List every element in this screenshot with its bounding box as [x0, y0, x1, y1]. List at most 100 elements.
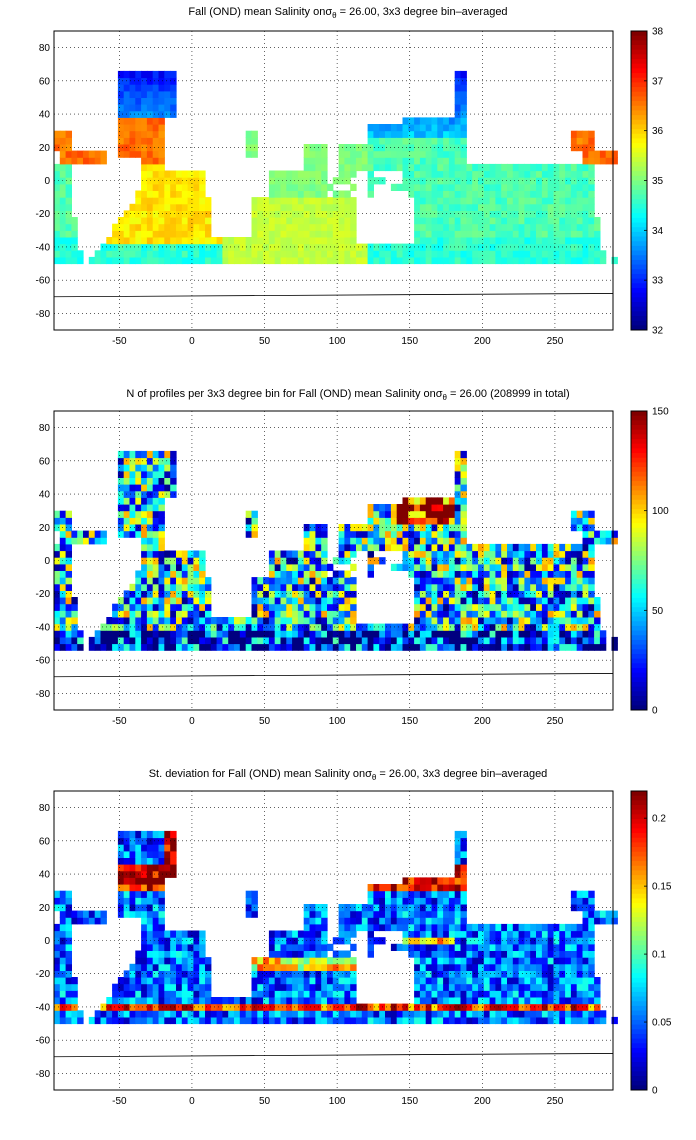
heatmap-cell — [576, 957, 584, 965]
heatmap-cell — [501, 563, 508, 571]
heatmap-cell — [437, 524, 444, 532]
heatmap-cell — [141, 864, 148, 872]
heatmap-cell — [507, 1010, 514, 1018]
heatmap-cell — [536, 197, 543, 205]
heatmap-cell — [286, 630, 293, 638]
heatmap-cell — [315, 603, 322, 611]
heatmap-cell — [385, 1016, 392, 1025]
heatmap-cell — [419, 917, 427, 925]
heatmap-cell — [501, 970, 508, 978]
heatmap-cell — [570, 137, 578, 145]
heatmap-cell — [263, 583, 270, 591]
heatmap-cell — [373, 643, 380, 651]
heatmap-cell — [588, 897, 595, 905]
coastline-antarctica — [53, 673, 614, 678]
heatmap-cell — [112, 643, 119, 651]
heatmap-cell — [152, 197, 160, 205]
heatmap-cell — [448, 997, 456, 1005]
heatmap-cell — [338, 610, 345, 618]
heatmap-cell — [54, 170, 61, 178]
heatmap-cell — [425, 497, 433, 505]
heatmap-cell — [152, 643, 160, 651]
heatmap-cell — [59, 144, 67, 152]
heatmap-cell — [489, 603, 496, 611]
heatmap-cell — [274, 570, 282, 578]
y-tick-label: 60 — [39, 76, 51, 87]
heatmap-cell — [152, 617, 160, 625]
heatmap-cell — [483, 983, 491, 991]
heatmap-cell — [466, 977, 473, 985]
heatmap-cell — [117, 983, 125, 991]
heatmap-cell — [286, 590, 293, 598]
heatmap-cell — [193, 203, 200, 211]
heatmap-cell — [77, 530, 84, 538]
heatmap-cell — [478, 977, 485, 985]
heatmap-cell — [181, 217, 189, 225]
heatmap-cell — [146, 484, 154, 492]
heatmap-cell — [65, 183, 72, 191]
heatmap-cell — [541, 950, 549, 958]
heatmap-cell — [530, 597, 537, 605]
heatmap-cell — [547, 170, 555, 178]
heatmap-cell — [419, 970, 427, 978]
heatmap-cell — [152, 490, 160, 498]
heatmap-cell — [327, 983, 334, 991]
heatmap-cell — [396, 543, 404, 552]
x-tick-label: 150 — [401, 716, 418, 727]
heatmap-cell — [588, 617, 595, 625]
heatmap-cell — [263, 230, 270, 238]
heatmap-cell — [373, 1010, 380, 1018]
heatmap-cell — [152, 623, 160, 631]
heatmap-cell — [193, 210, 200, 218]
heatmap-cell — [547, 943, 555, 951]
heatmap-cell — [129, 230, 136, 238]
heatmap-cell — [193, 603, 200, 611]
heatmap-cell — [448, 150, 456, 158]
heatmap-cell — [123, 230, 131, 238]
heatmap-cell — [94, 643, 102, 651]
heatmap-cell — [176, 583, 183, 591]
heatmap-cell — [338, 177, 345, 185]
heatmap-cell — [582, 203, 589, 211]
heatmap-cell — [350, 990, 357, 998]
heatmap-cell — [146, 464, 154, 472]
heatmap-cell — [460, 983, 467, 991]
heatmap-cell — [205, 217, 212, 225]
heatmap-cell — [350, 623, 357, 631]
heatmap-cell — [152, 137, 160, 145]
y-tick-label: 60 — [39, 836, 51, 847]
heatmap-cell — [443, 570, 450, 578]
heatmap-cell — [263, 617, 270, 625]
heatmap-cell — [164, 1003, 171, 1011]
heatmap-cell — [495, 597, 502, 605]
heatmap-cell — [437, 983, 444, 991]
heatmap-cell — [454, 603, 462, 611]
heatmap-cell — [489, 203, 496, 211]
heatmap-cell — [419, 610, 427, 618]
heatmap-cell — [245, 250, 253, 258]
heatmap-cell — [466, 636, 473, 645]
heatmap-cell — [460, 203, 467, 211]
heatmap-cell — [507, 997, 514, 1005]
heatmap-cell — [390, 904, 398, 912]
heatmap-cell — [286, 550, 293, 558]
heatmap-cell — [431, 990, 438, 998]
heatmap-cell — [443, 1016, 450, 1025]
heatmap-cell — [321, 570, 328, 578]
heatmap-cell — [507, 943, 514, 951]
heatmap-cell — [263, 217, 270, 225]
heatmap-cell — [193, 1016, 200, 1025]
heatmap-cell — [315, 910, 322, 918]
heatmap-cell — [327, 197, 334, 205]
heatmap-cell — [478, 543, 485, 552]
heatmap-cell — [146, 597, 154, 605]
heatmap-cell — [594, 917, 601, 925]
heatmap-cell — [379, 144, 386, 152]
heatmap-cell — [507, 183, 514, 191]
heatmap-cell — [199, 950, 206, 958]
heatmap-cell — [489, 630, 496, 638]
heatmap-cell — [59, 643, 67, 651]
heatmap-cell — [321, 157, 328, 165]
heatmap-cell — [390, 643, 398, 651]
x-tick-label: 200 — [474, 716, 491, 727]
